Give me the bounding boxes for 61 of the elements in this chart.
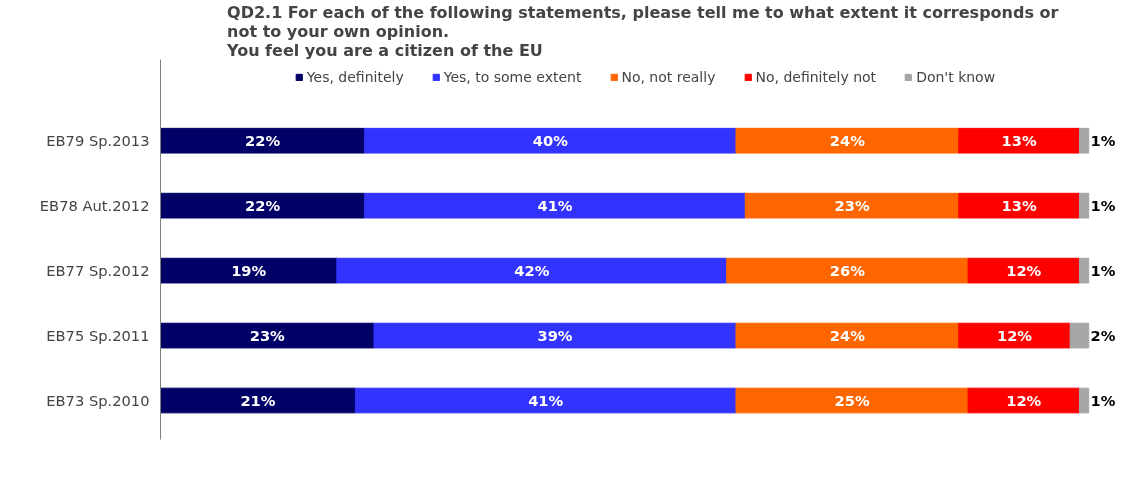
data-label: 26% <box>829 262 866 280</box>
bar <box>160 257 338 284</box>
data-label: 12% <box>996 327 1033 345</box>
data-label: 24% <box>829 327 866 345</box>
bar <box>1078 127 1090 154</box>
chart-title: QD2.1 For each of the following statements, please tell me to what extent it corresponds or not to your own opinion. You feel you are a citizen of the EU <box>226 2 1059 60</box>
bar <box>354 387 737 414</box>
bar <box>1078 192 1090 219</box>
data-label: 13% <box>1001 197 1037 215</box>
bar <box>958 127 1080 154</box>
data-label: 12% <box>1006 262 1042 280</box>
bar <box>160 387 356 414</box>
data-label: 41% <box>537 197 573 215</box>
data-label: 19% <box>231 262 267 280</box>
data-label: 22% <box>245 197 281 215</box>
bar <box>336 257 728 284</box>
data-label: 21% <box>240 392 276 410</box>
data-label: 23% <box>249 327 286 345</box>
legend-label: Yes, to some extent <box>443 69 582 85</box>
bar <box>160 322 375 349</box>
legend-label: No, not really <box>621 69 716 85</box>
y-tick-label: EB78 Aut.2012 <box>39 197 150 215</box>
data-label: 1% <box>1090 262 1116 280</box>
bar <box>958 192 1080 219</box>
data-label: 24% <box>829 132 866 150</box>
bar <box>735 322 960 349</box>
data-label: 39% <box>537 327 573 345</box>
bar <box>967 387 1080 414</box>
data-label: 1% <box>1090 132 1116 150</box>
bar <box>364 127 737 154</box>
legend-label: Don't know <box>916 69 996 85</box>
data-label: 23% <box>834 197 870 215</box>
bar <box>735 387 969 414</box>
bar <box>160 127 366 154</box>
bar <box>160 192 366 219</box>
data-label: 1% <box>1090 392 1116 410</box>
y-tick-label: EB73 Sp.2010 <box>46 392 150 410</box>
bar <box>1078 257 1090 284</box>
data-label: 2% <box>1090 327 1116 345</box>
bar <box>364 192 746 219</box>
bar <box>735 127 960 154</box>
data-label: 13% <box>1001 132 1037 150</box>
bar <box>744 192 960 219</box>
data-label: 12% <box>1006 392 1042 410</box>
bar <box>967 257 1080 284</box>
bar <box>373 322 737 349</box>
data-label: 40% <box>532 132 569 150</box>
y-tick-label: EB77 Sp.2012 <box>46 262 150 280</box>
legend-label: Yes, definitely <box>306 69 404 85</box>
bar <box>958 322 1071 349</box>
data-label: 25% <box>834 392 870 410</box>
data-label: 22% <box>245 132 281 150</box>
bar <box>1078 387 1090 414</box>
y-tick-label: EB75 Sp.2011 <box>46 327 150 345</box>
bar <box>726 257 969 284</box>
data-label: 42% <box>514 262 550 280</box>
bar <box>1069 322 1090 349</box>
data-label: 1% <box>1090 197 1116 215</box>
data-label: 41% <box>528 392 564 410</box>
y-tick-label: EB79 Sp.2013 <box>46 132 150 150</box>
legend-label: No, definitely not <box>755 69 877 85</box>
